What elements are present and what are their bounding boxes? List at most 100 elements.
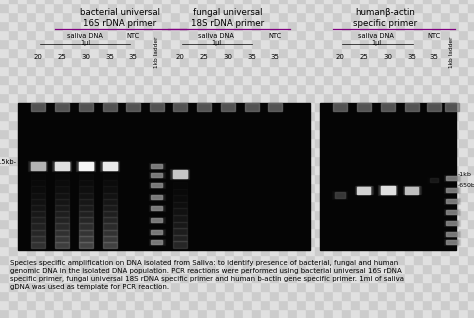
Bar [234, 291, 243, 300]
Bar [198, 165, 207, 174]
Bar [45, 165, 54, 174]
Bar [189, 102, 198, 111]
Bar [117, 192, 126, 201]
Bar [315, 183, 324, 192]
Bar [324, 138, 333, 147]
Bar [445, 188, 459, 192]
Bar [54, 12, 63, 21]
Bar [306, 309, 315, 318]
Bar [261, 84, 270, 93]
Bar [279, 129, 288, 138]
Bar [149, 229, 165, 235]
Bar [162, 282, 171, 291]
Bar [0, 237, 9, 246]
Bar [135, 84, 144, 93]
Bar [135, 129, 144, 138]
Bar [108, 102, 117, 111]
Bar [396, 111, 405, 120]
Bar [171, 48, 180, 57]
Bar [216, 210, 225, 219]
Bar [468, 0, 474, 3]
Bar [432, 174, 441, 183]
Bar [432, 39, 441, 48]
Bar [99, 165, 108, 174]
Bar [342, 228, 351, 237]
Bar [90, 48, 99, 57]
Bar [126, 103, 140, 111]
Bar [468, 192, 474, 201]
Bar [369, 300, 378, 309]
Bar [279, 66, 288, 75]
Bar [55, 217, 69, 223]
Bar [369, 120, 378, 129]
Bar [351, 201, 360, 210]
Bar [207, 282, 216, 291]
Bar [79, 236, 93, 242]
Bar [207, 192, 216, 201]
Bar [117, 174, 126, 183]
Bar [252, 30, 261, 39]
Bar [243, 102, 252, 111]
Bar [198, 282, 207, 291]
Bar [432, 228, 441, 237]
Bar [450, 138, 459, 147]
Bar [216, 255, 225, 264]
Bar [101, 162, 118, 170]
Bar [45, 138, 54, 147]
Bar [216, 66, 225, 75]
Bar [180, 48, 189, 57]
Bar [342, 138, 351, 147]
Bar [279, 264, 288, 273]
Bar [63, 138, 72, 147]
Bar [447, 232, 457, 236]
Bar [90, 201, 99, 210]
Bar [99, 84, 108, 93]
Bar [207, 156, 216, 165]
Bar [279, 228, 288, 237]
Bar [18, 21, 27, 30]
Bar [149, 205, 165, 211]
Bar [180, 282, 189, 291]
Bar [261, 237, 270, 246]
Bar [324, 84, 333, 93]
Bar [151, 173, 164, 177]
Bar [207, 165, 216, 174]
Bar [378, 309, 387, 318]
Bar [108, 228, 117, 237]
Bar [171, 156, 180, 165]
Bar [450, 282, 459, 291]
Bar [423, 273, 432, 282]
Bar [369, 246, 378, 255]
Bar [171, 237, 180, 246]
Bar [153, 12, 162, 21]
Bar [63, 156, 72, 165]
Bar [180, 228, 189, 237]
Bar [126, 84, 135, 93]
Bar [288, 228, 297, 237]
Bar [468, 84, 474, 93]
Bar [54, 183, 63, 192]
Bar [279, 273, 288, 282]
Bar [369, 183, 378, 192]
Bar [54, 300, 63, 309]
Bar [63, 3, 72, 12]
Bar [288, 21, 297, 30]
Bar [153, 201, 162, 210]
Bar [55, 186, 69, 192]
Bar [172, 170, 188, 178]
Bar [54, 174, 63, 183]
Bar [444, 175, 460, 181]
Bar [27, 192, 36, 201]
Bar [126, 147, 135, 156]
Bar [180, 75, 189, 84]
Bar [45, 48, 54, 57]
Bar [225, 57, 234, 66]
Bar [108, 84, 117, 93]
Bar [144, 264, 153, 273]
Bar [315, 120, 324, 129]
Bar [324, 111, 333, 120]
Bar [396, 237, 405, 246]
Bar [450, 102, 459, 111]
Bar [405, 57, 414, 66]
Bar [225, 309, 234, 318]
